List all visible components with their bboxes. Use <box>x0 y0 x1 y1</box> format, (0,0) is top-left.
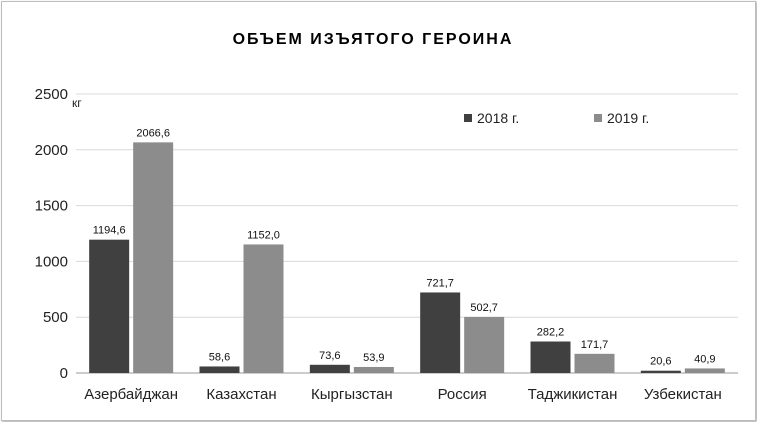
data-label: 40,9 <box>694 353 715 365</box>
bar-2019 <box>684 368 725 373</box>
data-labels: 1194,6 2066,6 58,6 1152,0 73,6 53,9 721,7 502,7… <box>93 127 716 367</box>
x-tick-label: Кыргызстан <box>311 386 393 403</box>
bars <box>89 142 725 373</box>
bar-2019 <box>133 142 174 373</box>
x-tick-label: Азербайджан <box>84 386 178 403</box>
x-tick-label: Казахстан <box>206 386 276 403</box>
y-tick-label: 2000 <box>35 142 68 159</box>
bar-2018 <box>309 364 350 373</box>
gridlines <box>76 93 738 374</box>
data-label: 2066,6 <box>136 127 170 139</box>
data-label: 20,6 <box>650 356 671 368</box>
y-tick-label: 500 <box>43 309 68 326</box>
bar-2019 <box>574 353 615 373</box>
data-label: 721,7 <box>426 277 454 289</box>
y-axis-ticks: 0 500 1000 1500 2000 2500 <box>35 86 68 382</box>
x-tick-label: Таджикистан <box>528 386 618 403</box>
y-tick-label: 2500 <box>35 86 68 103</box>
legend-swatch <box>464 114 472 122</box>
bar-2018 <box>199 366 240 373</box>
bar-2019 <box>464 316 505 373</box>
bar-2019 <box>353 366 394 373</box>
legend-label: 2019 г. <box>607 110 649 126</box>
bar-2018 <box>530 341 571 373</box>
data-label: 1194,6 <box>93 225 126 237</box>
bar-2018 <box>640 370 681 373</box>
data-label: 1152,0 <box>247 229 280 241</box>
y-tick-label: 1500 <box>35 198 68 215</box>
data-label: 502,7 <box>470 302 498 314</box>
data-label: 73,6 <box>319 350 340 362</box>
bar-2019 <box>243 244 284 373</box>
y-tick-label: 1000 <box>35 253 68 270</box>
x-axis-ticks: Азербайджан Казахстан Кыргызстан Россия Тадж… <box>84 386 722 403</box>
legend-label: 2018 г. <box>477 110 519 126</box>
x-tick-label: Россия <box>438 386 487 403</box>
y-axis-unit: кг <box>72 96 82 110</box>
legend: 2018 г. 2019 г. <box>464 110 649 126</box>
chart-title: ОБЪЕМ ИЗЪЯТОГО ГЕРОИНА <box>233 31 514 48</box>
legend-swatch <box>594 114 602 122</box>
y-tick-label: 0 <box>60 365 68 382</box>
bar-2018 <box>89 239 130 373</box>
x-tick-label: Узбекистан <box>644 386 722 403</box>
data-label: 58,6 <box>209 351 230 363</box>
data-label: 53,9 <box>363 352 384 364</box>
bar-2018 <box>420 292 461 373</box>
data-label: 282,2 <box>537 327 565 339</box>
data-label: 171,7 <box>581 339 609 351</box>
